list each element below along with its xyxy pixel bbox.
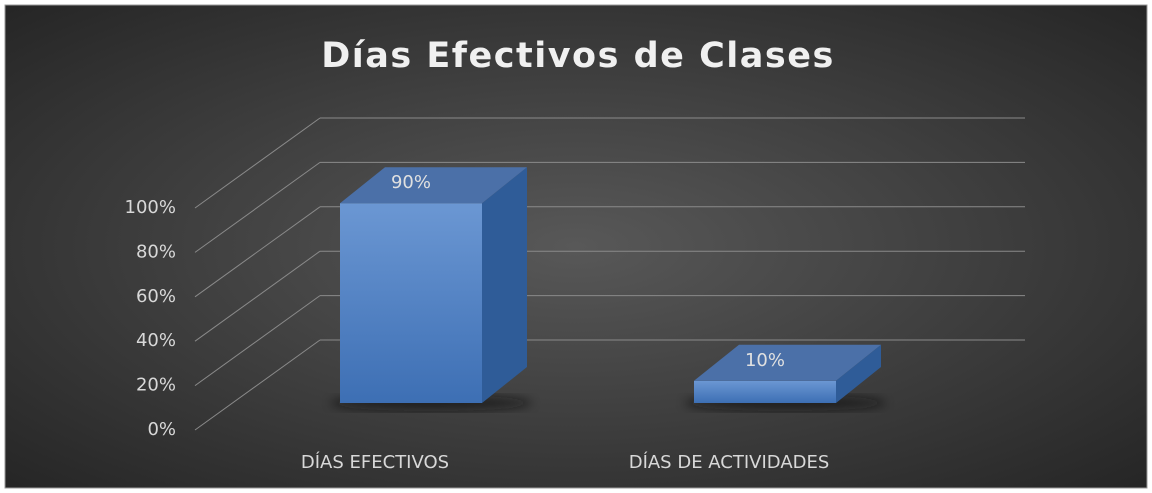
grid-line: [194, 206, 321, 298]
chart-area: [4, 4, 1148, 489]
grid-line: [194, 295, 321, 387]
bar-side: [482, 167, 527, 403]
x-tick-label: DÍAS DE ACTIVIDADES: [629, 451, 830, 473]
y-tick-label: 20%: [136, 375, 176, 396]
value-label: 90%: [391, 172, 431, 193]
grid-line: [194, 117, 321, 209]
bar-top: [694, 344, 881, 381]
grid-line: [194, 339, 321, 431]
value-label: 10%: [745, 350, 785, 371]
y-tick-label: 40%: [136, 330, 176, 351]
y-tick-label: 100%: [125, 197, 176, 218]
y-tick-label: 80%: [136, 241, 176, 262]
bar-front: [340, 203, 482, 403]
bar-front: [694, 380, 836, 403]
x-tick-label: DÍAS EFECTIVOS: [301, 451, 449, 473]
y-tick-label: 0%: [147, 419, 176, 440]
grid-line: [194, 250, 321, 342]
bar-side: [836, 344, 881, 403]
bar-top: [340, 167, 527, 204]
chart-title: Días Efectivos de Clases: [321, 36, 835, 76]
y-tick-label: 60%: [136, 286, 176, 307]
grid-line: [194, 161, 321, 253]
